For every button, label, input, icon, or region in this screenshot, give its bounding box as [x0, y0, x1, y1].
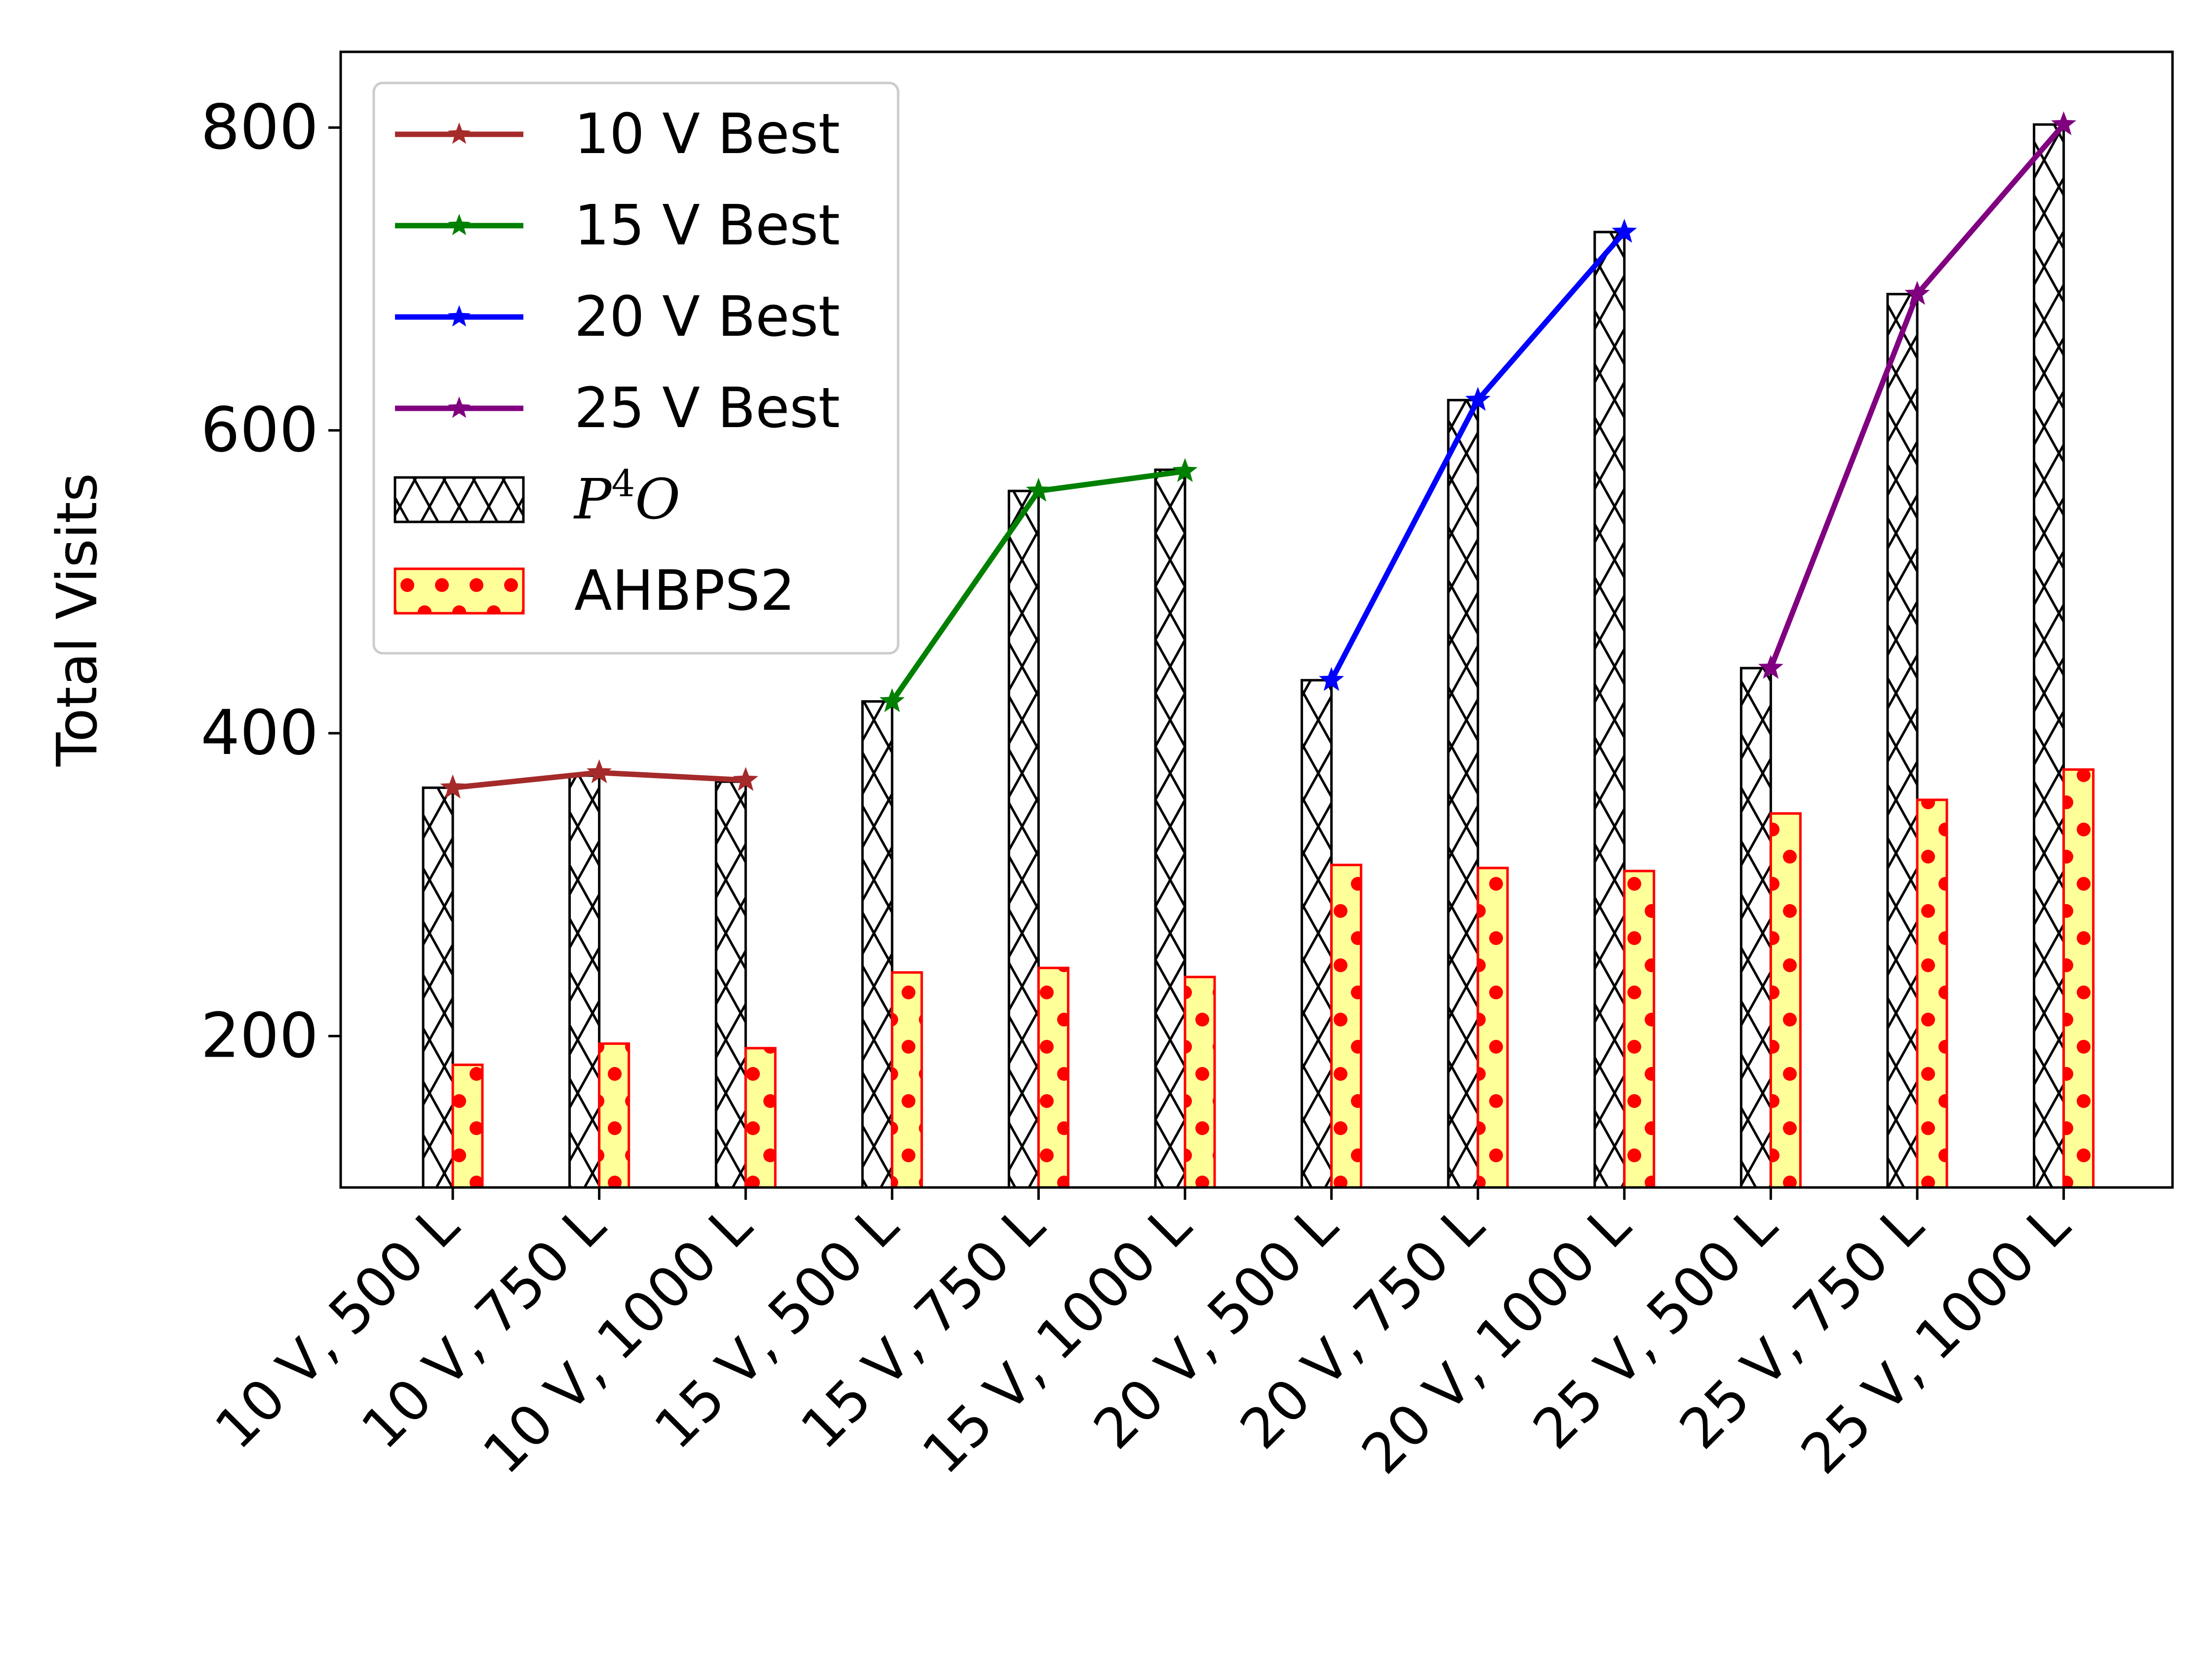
bar-ahbps2-hatch [1916, 798, 1948, 1187]
y-tick-label: 800 [200, 91, 318, 163]
legend-star-marker [448, 122, 471, 144]
bar-ahbps2-hatch [1623, 869, 1656, 1187]
best-line-marker [440, 774, 466, 799]
best-line-marker [1904, 280, 1930, 305]
bar-p4o-hatch [1447, 398, 1479, 1187]
best-line-marker [1026, 477, 1051, 502]
bar-p4o-hatch [422, 786, 454, 1187]
best-line-marker [1172, 458, 1198, 482]
bar-p4o-hatch [1593, 231, 1626, 1187]
bar-p4o-hatch [1739, 667, 1772, 1187]
legend-p4o-swatch [394, 476, 525, 523]
bar-p4o-hatch [1301, 679, 1333, 1187]
legend-star-marker [448, 305, 471, 327]
y-axis: 200 400 600 800 [200, 91, 341, 1071]
bar-ahbps2-hatch [1330, 864, 1363, 1187]
legend-label-p4o: P4O [573, 462, 680, 532]
legend-label: 15 V Best [574, 194, 840, 258]
y-tick-label: 400 [200, 697, 318, 769]
bar-ahbps2-hatch [744, 1047, 777, 1187]
best-line-marker [879, 688, 905, 712]
bar-ahbps2-hatch [891, 971, 923, 1187]
bar-ahbps2-hatch [598, 1042, 631, 1187]
bar-p4o-hatch [1886, 293, 1919, 1187]
bar-ahbps2-hatch [1184, 976, 1216, 1187]
best-line-marker [1465, 387, 1491, 411]
y-tick-label: 200 [200, 1000, 318, 1071]
best-lines-layer [440, 111, 2077, 799]
legend-label-ahbps2: AHBPS2 [574, 559, 795, 623]
bar-p4o-hatch [714, 780, 747, 1187]
legend-star-marker [448, 214, 471, 236]
bar-p4o-hatch [1007, 489, 1040, 1187]
bar-ahbps2-hatch [451, 1064, 484, 1187]
x-axis: 10 V, 500 L10 V, 750 L10 V, 1000 L15 V, … [203, 1187, 2082, 1486]
best-line-marker [587, 759, 612, 784]
bars-layer [422, 123, 2095, 1187]
best-line-marker [2051, 111, 2077, 135]
legend-ahbps2-swatch [394, 567, 525, 615]
bar-ahbps2-hatch [1037, 966, 1069, 1187]
best-line-marker [1319, 667, 1344, 691]
legend-star-marker [448, 396, 471, 418]
best-line-marker [1758, 655, 1783, 679]
y-tick-label: 600 [200, 395, 318, 466]
y-axis-label: Total Visits [45, 473, 110, 767]
bar-ahbps2-hatch [2062, 768, 2095, 1187]
best-line-marker [733, 767, 758, 791]
bar-p4o-hatch [2033, 123, 2065, 1187]
bar-p4o-hatch [1154, 468, 1186, 1187]
bar-ahbps2-hatch [1476, 867, 1509, 1187]
bar-ahbps2-hatch [1769, 812, 1802, 1187]
best-line-marker [1612, 219, 1637, 243]
legend-label: 25 V Best [574, 376, 840, 440]
bar-p4o-hatch [861, 700, 894, 1187]
legend-label: 20 V Best [574, 285, 840, 349]
bar-p4o-hatch [568, 774, 601, 1187]
plot-frame [339, 50, 2174, 1189]
legend: 10 V Best 15 V Best 20 V Best 25 V Best P4O A… [372, 81, 900, 655]
legend-label: 10 V Best [574, 102, 840, 166]
